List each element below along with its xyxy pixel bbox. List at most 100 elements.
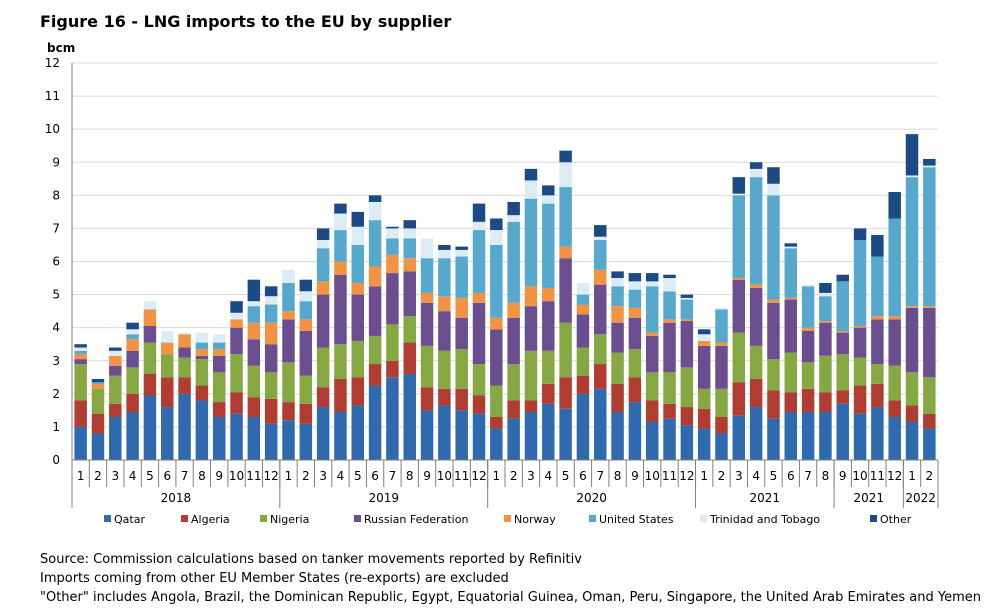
y-tick-label: 3 (52, 354, 60, 368)
x-tick-label: 2 (926, 469, 934, 483)
x-tick-label: 9 (423, 469, 431, 483)
bar-segment-russian-federation (438, 311, 451, 351)
bar-segment-other (819, 283, 832, 293)
bar-segment-nigeria (334, 344, 347, 379)
bar-segment-other (853, 228, 867, 240)
bar-segment-united-states (836, 281, 849, 331)
bar-segment-other (126, 322, 139, 330)
y-tick-label: 11 (45, 89, 60, 103)
y-tick-label: 0 (52, 453, 60, 467)
bar-segment-norway (91, 383, 105, 389)
bar-segment-united-states (559, 187, 572, 247)
bar-segment-russian-federation (594, 284, 607, 335)
x-tick-label: 9 (839, 469, 847, 483)
x-tick-label: 7 (596, 469, 604, 483)
bar-segment-united-states (715, 309, 728, 343)
bar-segment-algeria (420, 387, 434, 411)
bar-segment-algeria (195, 385, 209, 401)
bar-segment-norway (264, 322, 278, 345)
bar-segment-nigeria (767, 359, 780, 391)
bar-segment-norway (386, 254, 399, 274)
bar-segment-other (663, 274, 676, 279)
bar-segment-other (767, 167, 780, 184)
bar-segment-other (559, 150, 572, 163)
bar-segment-other (299, 279, 313, 292)
bar-segment-algeria (368, 364, 382, 386)
bar-segment-nigeria (628, 349, 642, 378)
bar-segment-trinidad-and-tobago (732, 193, 746, 196)
bar-segment-qatar (386, 377, 399, 460)
y-tick-label: 2 (52, 387, 60, 401)
bar-segment-qatar (109, 416, 122, 460)
bar-segment-trinidad-and-tobago (74, 347, 87, 351)
bar-segment-trinidad-and-tobago (334, 213, 347, 231)
bar-segment-nigeria (819, 355, 832, 393)
bar-segment-nigeria (212, 372, 226, 403)
bar-segment-other (732, 177, 746, 194)
bar-segment-algeria (801, 388, 815, 413)
bar-segment-russian-federation (386, 273, 399, 325)
bar-segment-nigeria (559, 322, 572, 378)
x-tick-label: 1 (77, 469, 85, 483)
year-label: 2019 (368, 491, 399, 505)
y-tick-label: 12 (45, 56, 60, 70)
bar-segment-other (542, 185, 555, 196)
legend-label: Norway (514, 513, 556, 526)
bar-segment-united-states (74, 350, 87, 355)
x-tick-label: 7 (181, 469, 189, 483)
bar-segment-nigeria (282, 362, 295, 403)
bar-segment-trinidad-and-tobago (282, 269, 295, 283)
y-tick-label: 6 (52, 255, 60, 269)
bar-segment-trinidad-and-tobago (663, 278, 676, 292)
x-tick-label: 12 (264, 469, 279, 483)
bar-segment-russian-federation (836, 332, 849, 355)
bar-segment-algeria (178, 377, 191, 394)
year-label: 2021 (750, 491, 781, 505)
bar-segment-nigeria (801, 362, 815, 389)
bar-segment-united-states (91, 382, 105, 384)
bar-segment-trinidad-and-tobago (247, 301, 261, 307)
bar-segment-russian-federation (628, 317, 642, 350)
x-tick-label: 11 (662, 469, 677, 483)
bar-segment-nigeria (403, 316, 416, 343)
bar-segment-norway (628, 307, 642, 318)
bar-segment-other (74, 344, 87, 348)
bar-segment-other (680, 294, 694, 298)
x-tick-label: 12 (679, 469, 694, 483)
bar-segment-other (611, 271, 624, 279)
bar-segment-nigeria (178, 357, 191, 378)
bar-segment-nigeria (732, 332, 746, 383)
bar-segment-algeria (645, 400, 659, 422)
bar-segment-united-states (524, 198, 538, 287)
bar-segment-nigeria (455, 349, 468, 389)
bar-segment-qatar (905, 421, 919, 460)
bar-segment-united-states (299, 301, 313, 320)
bar-segment-trinidad-and-tobago (645, 281, 659, 287)
bar-segment-trinidad-and-tobago (594, 236, 607, 240)
bar-segment-nigeria (576, 347, 590, 376)
bar-segment-algeria (230, 392, 243, 414)
bar-segment-russian-federation (455, 317, 468, 350)
bar-segment-trinidad-and-tobago (801, 284, 815, 287)
bar-segment-norway (368, 266, 382, 287)
bar-segment-algeria (74, 400, 87, 427)
legend-label: Algeria (191, 513, 230, 526)
bar-segment-nigeria (264, 372, 278, 399)
bar-segment-algeria (905, 405, 919, 422)
bar-segment-norway (178, 334, 191, 348)
bar-segment-russian-federation (923, 307, 936, 378)
x-tick-label: 4 (752, 469, 760, 483)
x-tick-label: 3 (735, 469, 743, 483)
bar-segment-russian-federation (715, 345, 728, 389)
bar-segment-norway (334, 261, 347, 275)
bar-segment-other (334, 203, 347, 214)
x-tick-label: 1 (700, 469, 708, 483)
bar-segment-qatar (853, 413, 867, 460)
other-definition-note: "Other" includes Angola, Brazil, the Dom… (40, 590, 981, 605)
bar-segment-united-states (334, 230, 347, 262)
bar-segment-norway (109, 355, 122, 366)
bar-segment-norway (784, 297, 798, 300)
bar-segment-qatar (923, 428, 936, 460)
bar-segment-other (524, 168, 538, 181)
bar-segment-qatar (888, 416, 901, 460)
